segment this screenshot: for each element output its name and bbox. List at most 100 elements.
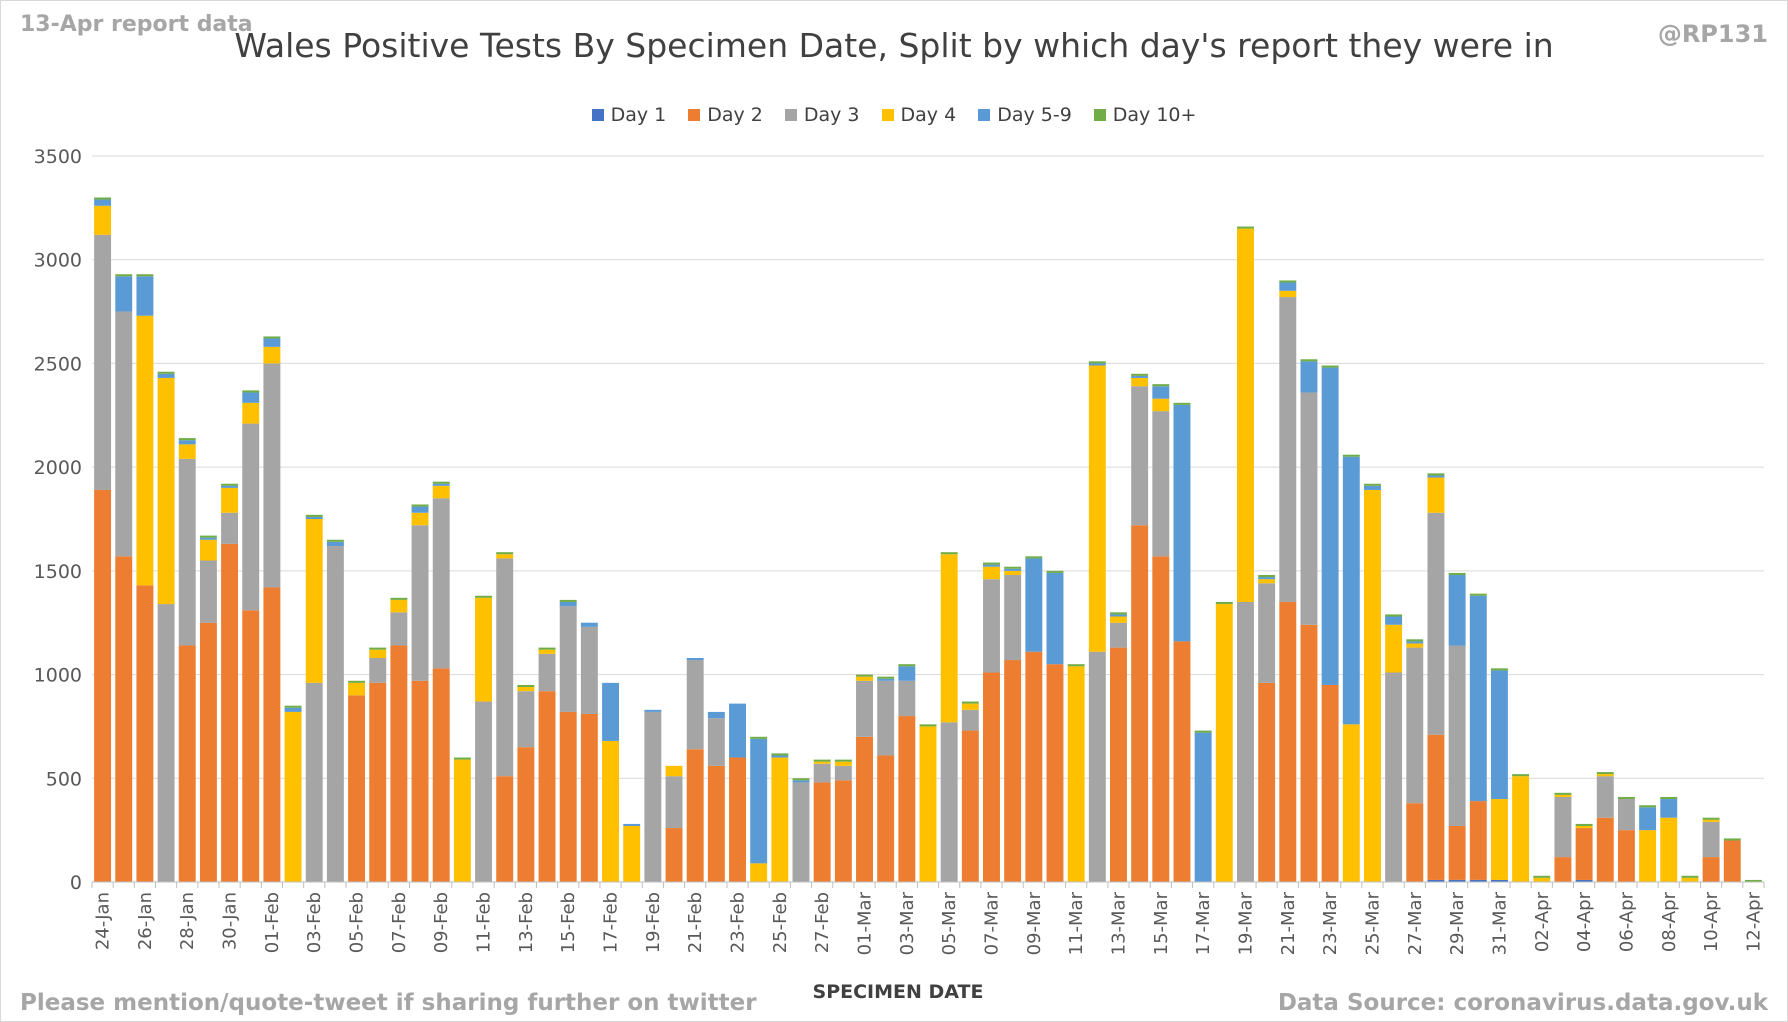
bar-segment [580, 626, 598, 714]
bar-segment [1702, 819, 1720, 822]
bar-segment [686, 749, 704, 882]
bar-segment [1004, 575, 1022, 661]
bar-segment [348, 680, 366, 683]
bar-segment [1617, 830, 1635, 882]
bar-segment [1363, 489, 1381, 882]
bar-segment [496, 554, 514, 559]
bar-segment [1215, 601, 1233, 605]
bar-segment [1702, 857, 1720, 882]
legend-swatch [688, 109, 701, 121]
bar-segment [1448, 879, 1466, 882]
bar-segment [284, 707, 302, 712]
bar-segment [1067, 664, 1085, 667]
bar-segment [834, 765, 852, 781]
bar-segment [1046, 664, 1064, 882]
x-tick-label: 23-Mar [1320, 891, 1341, 955]
bar-segment [1025, 558, 1043, 652]
bar-segment [580, 713, 598, 882]
bar-segment [305, 514, 323, 517]
bar-segment [411, 504, 429, 507]
report-date-label: 13-Apr report data [20, 12, 253, 37]
x-tick-label: 03-Feb [304, 892, 325, 953]
bar-segment [1131, 375, 1149, 378]
bar-segment [1173, 402, 1191, 405]
x-tick-label: 05-Feb [347, 892, 368, 953]
bar-segment [115, 556, 133, 882]
bar-segment [877, 678, 895, 681]
bar-segment [263, 363, 281, 588]
legend-item: Day 5-9 [978, 104, 1072, 126]
x-tick-label: 03-Mar [897, 891, 918, 955]
x-tick-label: 24-Jan [93, 892, 114, 950]
bar-segment [178, 438, 196, 441]
bar-segment [559, 601, 577, 607]
bar-segment [623, 823, 641, 826]
bar-segment [1596, 772, 1614, 775]
legend-item: Day 2 [688, 104, 763, 126]
bar-segment [707, 765, 725, 882]
bar-segment [1533, 875, 1551, 878]
bar-segment [644, 711, 662, 882]
bar-segment [1469, 593, 1487, 596]
bar-segment [1131, 377, 1149, 387]
bar-segment [1533, 877, 1551, 882]
x-tick-label: 19-Feb [643, 892, 664, 953]
bar-segment [856, 674, 873, 677]
bar-segment [1215, 604, 1233, 882]
x-tick-label: 23-Feb [728, 892, 749, 953]
bar-segment [517, 691, 535, 748]
bar-segment [284, 711, 302, 882]
bar-segment [157, 604, 175, 882]
y-tick-label: 500 [46, 768, 82, 790]
bar-segment [199, 537, 217, 540]
x-tick-label: 01-Mar [855, 891, 876, 955]
bar-segment [348, 682, 366, 696]
bar-segment [1110, 614, 1127, 617]
bars [94, 197, 1762, 882]
bar-segment [1681, 877, 1699, 882]
bar-segment [1237, 228, 1254, 602]
bar-segment [1363, 485, 1381, 490]
bar-segment [1194, 730, 1212, 733]
bar-segment [1490, 879, 1508, 882]
bar-segment [1194, 732, 1212, 882]
bar-segment [1575, 823, 1593, 826]
bar-segment [1512, 774, 1530, 777]
bar-segment [559, 606, 577, 712]
bar-segment [199, 622, 217, 882]
bar-segment [1258, 682, 1276, 882]
legend-swatch [591, 109, 604, 121]
bar-segment [1258, 583, 1276, 683]
bar-segment [665, 776, 683, 829]
x-tick-label: 25-Mar [1362, 891, 1383, 955]
x-tick-label: 09-Mar [1024, 891, 1045, 955]
bar-segment [1639, 807, 1657, 831]
bar-segment [983, 562, 1000, 565]
x-tick-label: 17-Mar [1193, 891, 1214, 955]
bar-segment [919, 724, 937, 727]
bar-segment [1427, 477, 1445, 513]
bar-segment [1406, 643, 1424, 648]
bar-segment [602, 740, 619, 882]
y-tick-label: 3000 [34, 250, 82, 272]
bar-segment [453, 757, 471, 760]
bar-segment [326, 541, 344, 546]
bar-segment [411, 680, 429, 882]
bar-segment [856, 680, 873, 737]
bar-segment [221, 483, 239, 486]
bar-segment [1300, 624, 1318, 882]
bar-segment [284, 705, 302, 708]
x-tick-label: 11-Mar [1066, 891, 1087, 955]
bar-segment [1385, 624, 1403, 673]
legend-swatch [881, 109, 894, 121]
x-tick-label: 11-Feb [474, 892, 495, 953]
bar-segment [707, 718, 725, 766]
bar-segment [1279, 280, 1297, 283]
bar-segment [305, 519, 323, 683]
bar-segment [1088, 361, 1106, 364]
bar-segment [1342, 454, 1360, 457]
bar-segment [178, 645, 196, 882]
bar-segment [517, 684, 535, 688]
bar-segment [517, 747, 535, 882]
